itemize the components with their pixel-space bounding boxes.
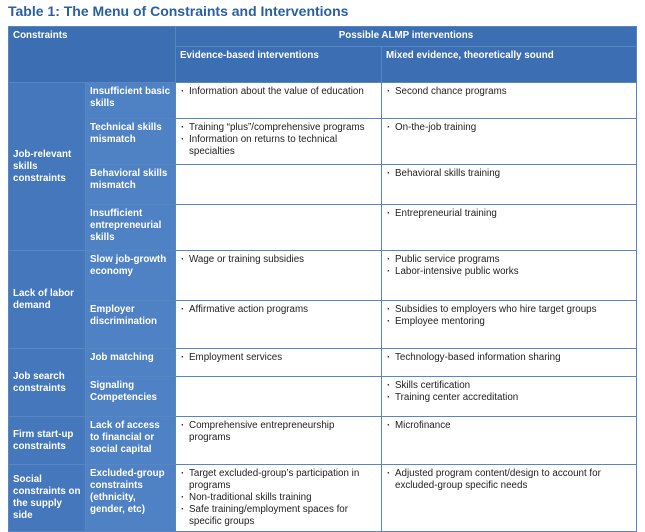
mixed-list: Subsidies to employers who hire target g… <box>386 304 632 328</box>
table-row: Employer discrimination Affirmative actio… <box>9 300 637 349</box>
table-row: Firm start-up constraints Lack of access … <box>8 416 637 465</box>
header-constraints: Constraints <box>8 26 176 83</box>
intervention-item: Behavioral skills training <box>386 168 632 180</box>
constraint-subtype: Slow job-growth economy <box>85 250 176 301</box>
table-row: Job-relevant skills constraints Insuffici… <box>8 82 637 251</box>
table-row: Behavioral skills mismatch Behavioral ski… <box>9 164 637 205</box>
intervention-item: Wage or training subsidies <box>180 254 377 266</box>
intervention-item: Training center accreditation <box>386 392 632 404</box>
evidence-cell: Information about the value of education <box>175 82 382 119</box>
mixed-list: Microfinance <box>386 420 632 432</box>
intervention-item: Entrepreneurial training <box>386 208 632 220</box>
evidence-list: Employment services <box>180 352 377 364</box>
mixed-cell: Subsidies to employers who hire target g… <box>381 300 637 349</box>
header-row: Constraints Possible ALMP interventions <box>8 26 637 83</box>
intervention-item: Public service programs <box>386 254 632 266</box>
table-row: Lack of labor demand Slow job-growth econ… <box>8 250 637 349</box>
constraint-subtype: Lack of access to financial or social ca… <box>85 416 176 465</box>
constraint-group: Social constraints on the supply side <box>8 464 86 532</box>
intervention-item: Information on returns to technical spec… <box>180 134 377 158</box>
constraint-subtype: Employer discrimination <box>85 300 176 349</box>
constraint-subtype: Excluded-group constraints (ethnicity, g… <box>85 464 176 532</box>
table-row: Insufficient entrepreneurial skills Entre… <box>9 204 637 251</box>
mixed-cell: Microfinance <box>381 416 637 465</box>
evidence-cell: Target excluded-group’s participation in… <box>175 464 382 532</box>
intervention-item: Skills certification <box>386 380 632 392</box>
evidence-cell <box>175 164 382 205</box>
mixed-cell: Adjusted program content/design to accou… <box>381 464 637 532</box>
constraint-subtype: Behavioral skills mismatch <box>85 164 176 205</box>
intervention-item: On-the-job training <box>386 122 632 134</box>
evidence-cell: Affirmative action programs <box>175 300 382 349</box>
header-mixed-evidence: Mixed evidence, theoretically sound <box>381 46 637 83</box>
intervention-item: Employee mentoring <box>386 316 632 328</box>
constraint-group: Job search constraints <box>8 348 86 417</box>
mixed-list: Technology-based information sharing <box>386 352 632 364</box>
mixed-cell: Behavioral skills training <box>381 164 637 205</box>
intervention-item: Training “plus”/comprehensive programs <box>180 122 377 134</box>
header-evidence-based: Evidence-based interventions <box>175 46 382 83</box>
evidence-cell: Wage or training subsidies <box>175 250 382 301</box>
intervention-item: Information about the value of education <box>180 86 377 98</box>
intervention-item: Target excluded-group’s participation in… <box>180 468 377 492</box>
mixed-cell: On-the-job training <box>381 118 637 165</box>
evidence-cell <box>175 204 382 251</box>
mixed-cell: Second chance programs <box>381 82 637 119</box>
constraint-group: Lack of labor demand <box>8 250 86 349</box>
mixed-cell: Skills certificationTraining center accr… <box>381 376 637 417</box>
intervention-item: Comprehensive entrepreneurship programs <box>180 420 377 444</box>
mixed-list: Public service programsLabor-intensive p… <box>386 254 632 278</box>
header-row: Evidence-based interventions Mixed eviden… <box>9 46 637 83</box>
constraint-group: Job-relevant skills constraints <box>8 82 86 251</box>
constraint-group: Firm start-up constraints <box>8 416 86 465</box>
intervention-item: Adjusted program content/design to accou… <box>386 468 632 492</box>
evidence-list: Training “plus”/comprehensive programsIn… <box>180 122 377 158</box>
mixed-cell: Technology-based information sharing <box>381 348 637 377</box>
evidence-cell <box>175 376 382 417</box>
mixed-list: Skills certificationTraining center accr… <box>386 380 632 404</box>
evidence-list: Target excluded-group’s participation in… <box>180 468 377 528</box>
intervention-item: Affirmative action programs <box>180 304 377 316</box>
evidence-list: Information about the value of education <box>180 86 377 98</box>
header-possible-almp: Possible ALMP interventions <box>175 26 637 47</box>
evidence-list: Affirmative action programs <box>180 304 377 316</box>
table-title: Table 1: The Menu of Constraints and Int… <box>8 3 349 19</box>
evidence-list: Comprehensive entrepreneurship programs <box>180 420 377 444</box>
table-row: Signaling Competencies Skills certificati… <box>9 376 637 417</box>
intervention-item: Labor-intensive public works <box>386 266 632 278</box>
evidence-cell: Employment services <box>175 348 382 377</box>
intervention-item: Technology-based information sharing <box>386 352 632 364</box>
table-row: Social constraints on the supply side Exc… <box>8 464 637 532</box>
constraint-subtype: Technical skills mismatch <box>85 118 176 165</box>
intervention-item: Safe training/employment spaces for spec… <box>180 504 377 528</box>
intervention-item: Subsidies to employers who hire target g… <box>386 304 632 316</box>
mixed-list: Entrepreneurial training <box>386 208 632 220</box>
mixed-list: Behavioral skills training <box>386 168 632 180</box>
constraint-subtype: Job matching <box>85 348 176 377</box>
mixed-list: Second chance programs <box>386 86 632 98</box>
constraint-subtype: Signaling Competencies <box>85 376 176 417</box>
evidence-list: Wage or training subsidies <box>180 254 377 266</box>
intervention-item: Non-traditional skills training <box>180 492 377 504</box>
constraint-subtype: Insufficient basic skills <box>85 82 176 119</box>
intervention-item: Employment services <box>180 352 377 364</box>
mixed-cell: Entrepreneurial training <box>381 204 637 251</box>
constraint-subtype: Insufficient entrepreneurial skills <box>85 204 176 251</box>
evidence-cell: Training “plus”/comprehensive programsIn… <box>175 118 382 165</box>
table-row: Technical skills mismatchTraining “plus”… <box>9 118 637 165</box>
mixed-cell: Public service programsLabor-intensive p… <box>381 250 637 301</box>
mixed-list: On-the-job training <box>386 122 632 134</box>
intervention-item: Microfinance <box>386 420 632 432</box>
constraints-table: Constraints Possible ALMP interventions Ev… <box>8 26 637 532</box>
intervention-item: Second chance programs <box>386 86 632 98</box>
evidence-cell: Comprehensive entrepreneurship programs <box>175 416 382 465</box>
mixed-list: Adjusted program content/design to accou… <box>386 468 632 492</box>
